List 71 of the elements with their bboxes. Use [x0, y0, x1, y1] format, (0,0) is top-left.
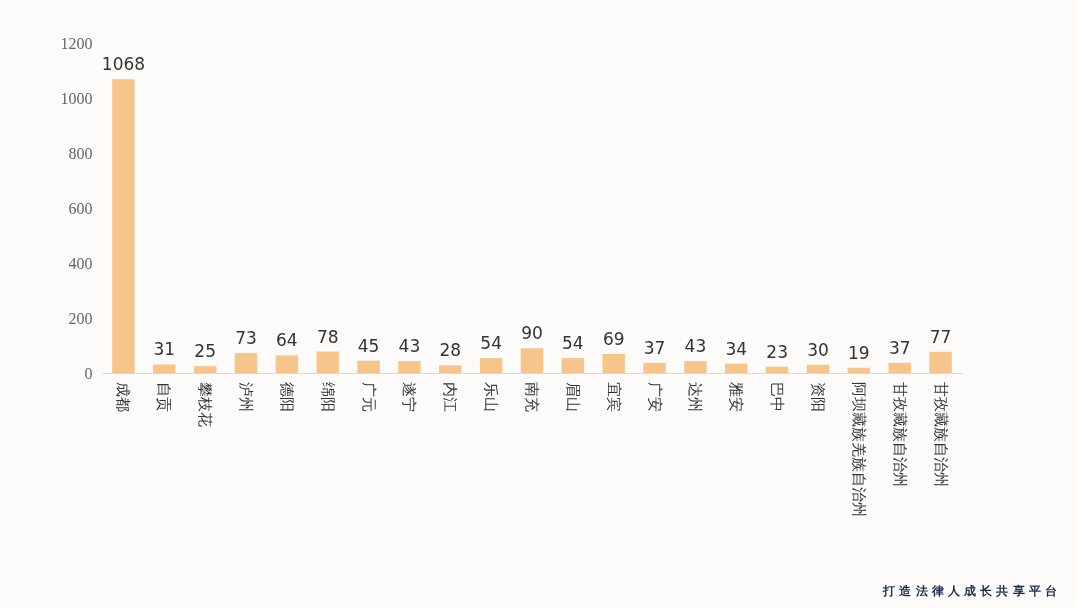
bar: [153, 364, 176, 373]
data-label: 90: [521, 323, 543, 344]
x-tick-label: 乐山: [482, 381, 501, 412]
data-label: 54: [480, 333, 502, 354]
x-tick-label: 广元: [359, 381, 378, 412]
x-tick-label: 阿坝藏族羌族自治州: [849, 381, 868, 517]
x-tick-label: 达州: [686, 381, 705, 412]
y-tick-label: 400: [68, 254, 93, 272]
x-tick-label: 甘孜藏族自治州: [890, 381, 909, 487]
y-tick-label: 600: [68, 199, 93, 217]
bar: [643, 362, 666, 373]
data-label: 43: [684, 336, 707, 357]
bar: [398, 361, 421, 373]
bar: [193, 366, 217, 373]
x-tick-label: 广安: [645, 381, 664, 412]
data-label: 25: [194, 341, 216, 362]
data-label: 37: [643, 337, 666, 358]
bar: [725, 363, 748, 373]
data-label: 28: [439, 340, 462, 361]
bar: [888, 362, 911, 373]
x-tick-label: 遂宁: [400, 381, 419, 412]
bar: [847, 367, 871, 373]
x-tick-label: 南充: [523, 381, 541, 412]
data-label: 54: [562, 333, 584, 354]
bar: [112, 79, 135, 373]
bar: [602, 354, 625, 373]
data-label: 1068: [101, 54, 146, 75]
bar: [806, 364, 830, 373]
data-label: 64: [276, 330, 298, 351]
bar: [520, 348, 544, 373]
bar: [765, 366, 789, 373]
x-tick-label: 甘孜藏族自治州: [931, 381, 950, 487]
data-label: 45: [357, 335, 380, 356]
y-tick-label: 1000: [60, 89, 93, 107]
x-tick-label: 资阳: [808, 381, 827, 412]
data-label: 30: [807, 339, 829, 360]
x-tick-label: 巴中: [768, 381, 787, 412]
data-label: 19: [848, 342, 870, 363]
text: 打 造 法 律 人 成 长 共 享 平 台: [882, 584, 1057, 598]
data-label: 73: [235, 327, 257, 348]
y-tick-label: 0: [84, 364, 93, 382]
data-label: 43: [398, 336, 421, 357]
data-label: 37: [888, 337, 911, 358]
x-tick-label: 成都: [114, 381, 133, 412]
data-label: 31: [153, 339, 176, 360]
x-tick-label: 绵阳: [318, 381, 337, 412]
x-tick-label: 雅安: [727, 381, 746, 412]
bar: [561, 358, 585, 373]
bar: [479, 358, 503, 373]
bar: [357, 360, 380, 373]
data-label: 23: [766, 341, 788, 362]
x-tick-label: 攀枝花: [196, 381, 215, 427]
y-tick-label: 1200: [60, 34, 93, 52]
x-tick-label: 内江: [441, 381, 460, 412]
bar: [929, 351, 952, 373]
bar: [234, 352, 258, 373]
x-tick-label: 眉山: [563, 381, 582, 412]
y-tick-label: 200: [68, 309, 93, 327]
x-tick-label: 泸州: [237, 381, 256, 412]
data-label: 77: [929, 326, 952, 347]
bar: [684, 361, 707, 373]
bar: [275, 355, 299, 373]
x-tick-label: 德阳: [277, 381, 296, 412]
bar: [316, 351, 339, 373]
x-tick-label: 宜宾: [604, 381, 623, 412]
bar: [439, 365, 462, 373]
y-tick-label: 800: [68, 144, 93, 162]
data-label: 69: [602, 329, 625, 350]
data-label: 78: [316, 326, 339, 347]
data-label: 34: [725, 338, 748, 359]
x-tick-label: 自贡: [155, 381, 174, 412]
